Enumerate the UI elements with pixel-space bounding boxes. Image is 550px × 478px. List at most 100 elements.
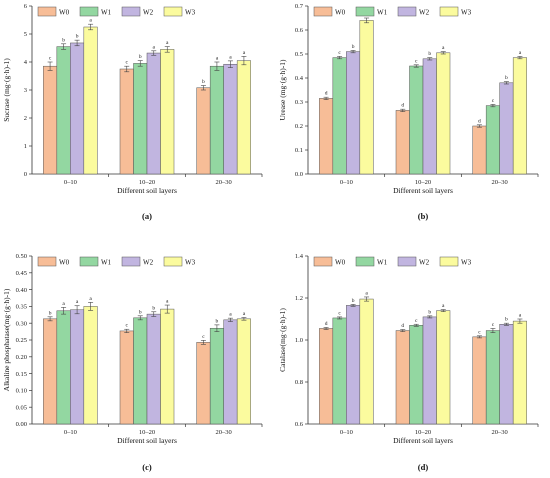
bar-w2 — [146, 52, 161, 175]
x-tick-label: 0–10 — [340, 179, 353, 186]
x-tick-label: 20–30 — [216, 429, 232, 436]
legend-label: W1 — [101, 259, 112, 267]
significance-letter: b — [202, 79, 205, 85]
x-tick-label: 10–20 — [139, 429, 155, 436]
legend: W0 W1 W2 W3 — [37, 256, 196, 267]
significance-letter: b — [139, 54, 142, 60]
legend-label: W2 — [143, 9, 154, 17]
panel-label: (b) — [418, 211, 429, 221]
significance-letter: b — [428, 51, 431, 57]
bar-w1 — [332, 317, 347, 425]
bar-w2 — [499, 82, 514, 175]
significance-letter: b — [505, 317, 508, 323]
bar-w3 — [359, 20, 374, 175]
x-axis-label: Different soil layers — [117, 436, 177, 445]
legend-swatch-w3 — [439, 6, 459, 17]
legend-swatch-w3 — [163, 256, 183, 267]
y-tick-label: 0.30 — [16, 320, 27, 327]
x-tick-label: 0–10 — [340, 429, 353, 436]
significance-letter: a — [229, 312, 232, 318]
bar-w3 — [359, 298, 374, 425]
legend-swatch-w2 — [397, 6, 417, 17]
bar-w3 — [512, 57, 527, 175]
legend-label: W0 — [59, 9, 70, 17]
bar-w3 — [512, 320, 527, 425]
legend: W0 W1 W2 W3 — [313, 256, 472, 267]
legend-label: W3 — [461, 259, 472, 267]
legend-swatch-w3 — [163, 6, 183, 17]
significance-letter: b — [139, 309, 142, 315]
y-tick-label: 0.00 — [16, 421, 27, 428]
y-tick-label: 0.6 — [295, 421, 304, 428]
y-tick-label: 6 — [24, 3, 28, 10]
y-tick-label: 0.3 — [295, 99, 303, 106]
x-tick-label: 10–20 — [415, 179, 431, 186]
bar-w0 — [395, 110, 410, 175]
significance-letter: c — [415, 318, 418, 324]
significance-letter: d — [478, 118, 481, 124]
bar-w0 — [43, 318, 58, 425]
significance-letter: d — [325, 91, 328, 97]
legend-swatch-w1 — [79, 256, 99, 267]
y-tick-label: 2 — [24, 115, 27, 122]
panel-b: 0.0 0.1 0.2 0.3 0.4 0.5 0.6 0.7 0–10 d c b a 10–20 d c b… — [278, 3, 539, 221]
x-axis-label: Different soil layers — [393, 436, 453, 445]
bar-w0 — [395, 330, 410, 425]
panel-label: (a) — [142, 211, 152, 221]
legend-label: W2 — [143, 259, 154, 267]
significance-letter: a — [62, 301, 65, 307]
bar-w2 — [499, 324, 514, 425]
legend-label: W3 — [185, 9, 196, 17]
y-tick-label: 0.8 — [295, 379, 303, 386]
bar-w3 — [160, 308, 175, 425]
bar-w0 — [119, 68, 134, 175]
significance-letter: c — [49, 56, 52, 62]
bar-w1 — [409, 65, 424, 175]
y-axis-label: Catalase(mg·(g·h)-1) — [278, 308, 287, 372]
significance-letter: b — [62, 37, 65, 43]
x-tick-label: 10–20 — [415, 429, 431, 436]
significance-letter: a — [153, 44, 156, 50]
bar-w0 — [196, 342, 211, 425]
significance-letter: d — [325, 321, 328, 327]
legend-swatch-w2 — [121, 6, 141, 17]
bar-w0 — [472, 125, 487, 175]
bar-w2 — [223, 63, 238, 175]
significance-letter: c — [126, 323, 129, 329]
legend: W0 W1 W2 W3 — [313, 6, 472, 17]
bar-w0 — [319, 98, 334, 175]
bar-w3 — [436, 52, 451, 175]
significance-letter: c — [338, 50, 341, 56]
legend-swatch-w0 — [313, 6, 333, 17]
bar-w0 — [119, 330, 134, 425]
legend-swatch-w1 — [355, 6, 375, 17]
bar-w1 — [133, 63, 148, 175]
x-tick-label: 0–10 — [64, 179, 77, 186]
y-tick-label: 0 — [24, 171, 27, 178]
y-tick-label: 0.0 — [295, 171, 303, 178]
y-tick-label: 0.6 — [295, 27, 304, 34]
legend-label: W3 — [185, 259, 196, 267]
significance-letter: c — [492, 322, 495, 328]
y-tick-label: 0.25 — [16, 337, 27, 344]
significance-letter: b — [49, 310, 52, 316]
significance-letter: b — [505, 75, 508, 81]
x-axis-label: Different soil layers — [117, 186, 177, 195]
significance-letter: a — [442, 45, 445, 51]
significance-letter: b — [216, 318, 219, 324]
legend-swatch-w2 — [121, 256, 141, 267]
significance-letter: a — [89, 18, 92, 24]
bar-w1 — [56, 46, 71, 175]
y-tick-label: 1.4 — [295, 253, 304, 260]
panel-d: 0.6 0.8 1.0 1.2 1.4 0–10 d c b a 10–20 d c b a 20–30 c c b… — [278, 253, 539, 472]
y-tick-label: 0.20 — [16, 354, 27, 361]
bar-w2 — [422, 316, 437, 425]
bar-w1 — [409, 325, 424, 425]
panel-label: (c) — [142, 462, 152, 472]
bar-w1 — [133, 317, 148, 425]
significance-letter: b — [76, 34, 79, 40]
y-tick-label: 1.0 — [295, 337, 303, 344]
y-axis-label: Alkaline phosphatase(mg·(g·h)-1) — [2, 288, 11, 391]
x-tick-label: 20–30 — [216, 179, 232, 186]
